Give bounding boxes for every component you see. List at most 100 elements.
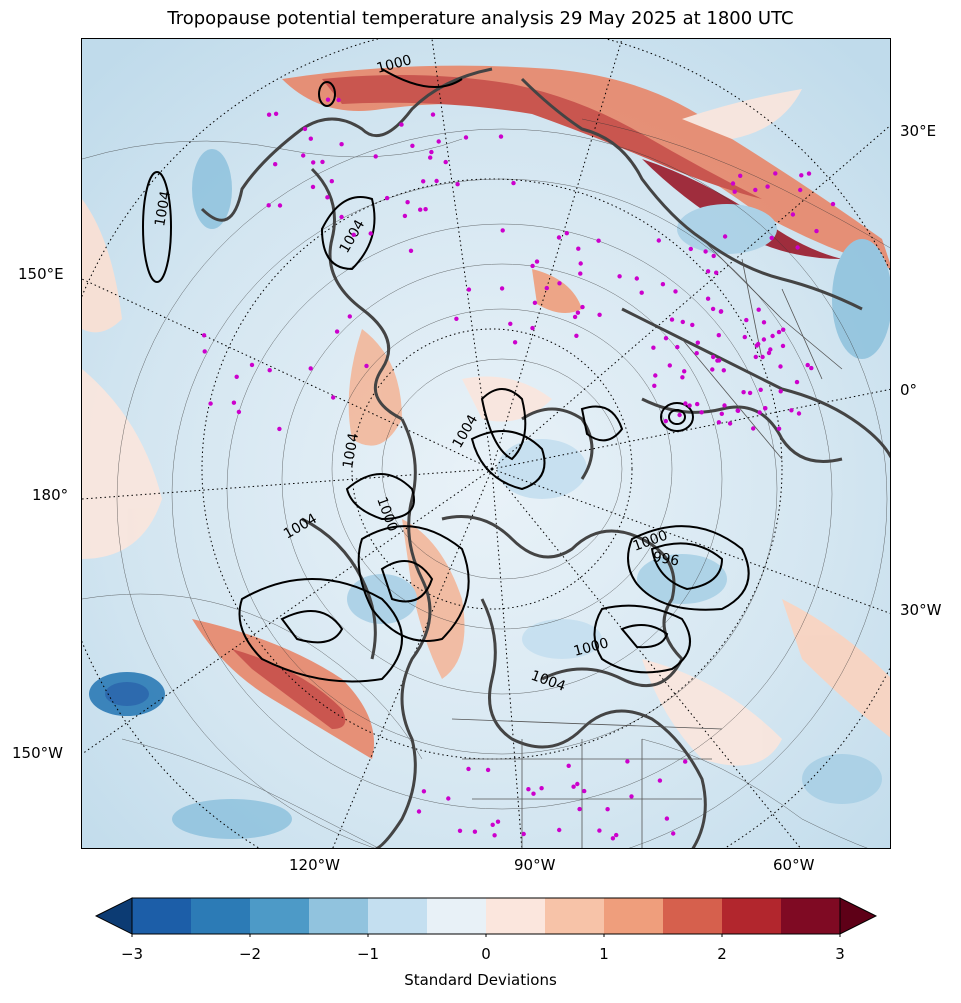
station-marker xyxy=(368,231,373,236)
station-marker xyxy=(266,203,271,208)
station-marker xyxy=(747,390,753,396)
station-marker xyxy=(490,822,495,827)
station-marker xyxy=(730,181,736,186)
station-marker xyxy=(687,403,692,408)
station-marker xyxy=(234,374,239,379)
station-marker xyxy=(571,784,576,789)
station-marker xyxy=(531,791,536,796)
station-marker xyxy=(671,831,676,836)
chart-title: Tropopause potential temperature analysi… xyxy=(167,8,794,29)
station-marker xyxy=(578,271,583,276)
station-marker xyxy=(761,320,767,325)
theta-contours xyxy=(82,118,890,848)
station-marker xyxy=(575,781,580,787)
station-marker xyxy=(790,212,796,217)
station-marker xyxy=(639,290,644,295)
station-marker xyxy=(320,159,325,165)
station-marker xyxy=(757,410,762,415)
station-marker xyxy=(408,248,414,253)
station-marker xyxy=(499,286,505,291)
station-marker xyxy=(651,345,656,350)
colorbar-label: Standard Deviations xyxy=(404,971,557,989)
station-marker xyxy=(667,363,672,368)
station-marker xyxy=(617,274,622,279)
station-marker xyxy=(364,363,369,369)
station-marker xyxy=(521,831,526,837)
station-marker xyxy=(716,420,722,425)
station-marker xyxy=(760,354,765,360)
station-marker xyxy=(798,187,803,193)
station-marker xyxy=(830,201,836,207)
station-marker xyxy=(625,759,630,764)
colorbar-cell xyxy=(309,898,369,934)
station-marker xyxy=(781,327,786,332)
station-marker xyxy=(673,289,678,294)
station-marker xyxy=(597,828,602,833)
station-marker xyxy=(688,246,693,252)
station-marker xyxy=(680,319,685,325)
station-marker xyxy=(753,187,758,193)
station-marker xyxy=(530,263,535,269)
station-marker xyxy=(780,343,786,349)
station-marker xyxy=(329,179,334,184)
station-marker xyxy=(716,333,721,338)
station-marker xyxy=(539,786,544,791)
station-marker xyxy=(634,276,639,281)
station-marker xyxy=(443,159,448,165)
station-marker xyxy=(597,312,602,317)
station-marker xyxy=(694,351,699,356)
station-marker xyxy=(429,149,434,155)
station-marker xyxy=(742,334,747,340)
station-marker xyxy=(776,426,782,431)
station-marker xyxy=(738,173,743,178)
station-marker xyxy=(711,253,716,259)
station-marker xyxy=(605,807,610,812)
station-marker xyxy=(351,232,356,237)
colorbar-tick: 1 xyxy=(599,945,609,963)
station-marker xyxy=(680,375,685,380)
station-marker xyxy=(582,788,587,794)
station-marker xyxy=(564,231,569,236)
lon-label-right: 30°E xyxy=(900,122,937,140)
station-marker xyxy=(751,426,756,431)
station-marker xyxy=(663,336,669,341)
station-marker xyxy=(201,333,207,338)
station-marker xyxy=(577,806,582,812)
station-marker xyxy=(511,180,516,186)
station-marker xyxy=(809,365,814,371)
station-marker xyxy=(530,325,535,331)
colorbar-cell xyxy=(781,898,841,934)
station-marker xyxy=(576,246,581,251)
colorbar xyxy=(95,897,877,937)
station-marker xyxy=(556,235,562,240)
station-marker xyxy=(336,97,341,103)
station-markers xyxy=(201,97,836,841)
station-marker xyxy=(457,828,463,833)
station-marker xyxy=(796,411,802,416)
station-marker xyxy=(664,816,670,821)
station-marker xyxy=(710,367,715,372)
station-marker xyxy=(663,418,668,424)
station-marker xyxy=(236,409,242,415)
station-marker xyxy=(532,300,538,305)
lon-label-right: 0° xyxy=(900,381,918,399)
station-marker xyxy=(310,184,316,190)
station-marker xyxy=(418,207,423,212)
station-marker xyxy=(773,171,778,176)
pressure-label: 996 xyxy=(651,549,680,569)
station-marker xyxy=(765,184,770,189)
station-marker xyxy=(653,373,658,378)
station-marker xyxy=(202,349,207,354)
station-marker xyxy=(526,787,531,792)
station-marker xyxy=(758,387,763,392)
station-marker xyxy=(744,317,749,323)
coastlines xyxy=(200,67,890,848)
station-marker xyxy=(721,368,726,373)
station-marker xyxy=(472,829,478,834)
station-marker xyxy=(277,203,283,208)
map-svg: 1004 1000 1004 1004 1004 1000 1004 1000 … xyxy=(82,39,890,848)
colorbar-cell xyxy=(604,898,664,934)
pressure-label: 1004 xyxy=(340,432,362,470)
station-marker xyxy=(500,228,505,233)
colorbar-tick: 2 xyxy=(717,945,727,963)
